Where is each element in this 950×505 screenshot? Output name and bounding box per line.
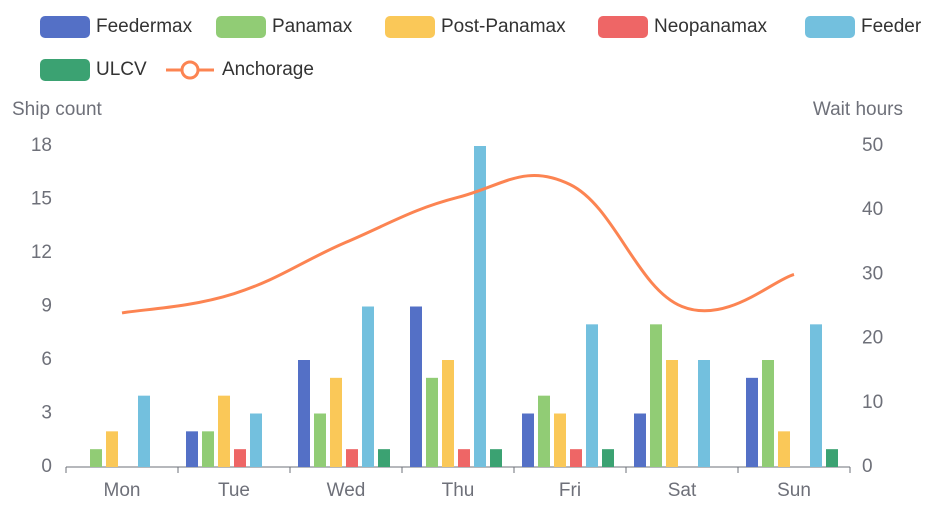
y2-tick-label: 40 xyxy=(862,199,883,220)
bar xyxy=(490,449,502,467)
bar xyxy=(762,360,774,467)
x-tick-label: Sun xyxy=(777,480,811,501)
bar xyxy=(522,413,534,467)
bar xyxy=(570,449,582,467)
bar xyxy=(410,306,422,467)
bar xyxy=(298,360,310,467)
bar xyxy=(538,395,550,467)
x-tick-label: Wed xyxy=(327,480,366,501)
x-tick-label: Mon xyxy=(104,480,141,501)
bar xyxy=(362,306,374,467)
x-tick-label: Fri xyxy=(559,480,581,501)
legend-label: Anchorage xyxy=(222,59,314,80)
bar xyxy=(746,377,758,467)
legend-label: Post-Panamax xyxy=(441,16,566,37)
bar xyxy=(458,449,470,467)
legend-swatch xyxy=(40,16,90,38)
y-axis-label: Ship count xyxy=(12,99,103,120)
x-tick-label: Thu xyxy=(442,480,475,501)
bar xyxy=(650,324,662,467)
y2-tick-label: 50 xyxy=(862,135,883,156)
bar xyxy=(698,360,710,467)
bar xyxy=(330,377,342,467)
y2-tick-label: 0 xyxy=(862,456,873,477)
bar xyxy=(778,431,790,467)
y-tick-label: 18 xyxy=(31,135,52,156)
bar xyxy=(586,324,598,467)
bar xyxy=(554,413,566,467)
y-tick-label: 0 xyxy=(41,456,52,477)
y-tick-label: 6 xyxy=(41,349,52,370)
y-tick-label: 3 xyxy=(41,403,52,424)
bar xyxy=(474,146,486,467)
bar xyxy=(202,431,214,467)
bar xyxy=(250,413,262,467)
legend-swatch xyxy=(598,16,648,38)
bar xyxy=(218,395,230,467)
line xyxy=(121,174,795,315)
x-tick-label: Tue xyxy=(218,480,250,501)
legend-label: ULCV xyxy=(96,59,147,80)
y2-tick-label: 20 xyxy=(862,328,883,349)
bar xyxy=(346,449,358,467)
bar xyxy=(666,360,678,467)
bar xyxy=(106,431,118,467)
bar xyxy=(138,395,150,467)
bar xyxy=(314,413,326,467)
y2-tick-label: 30 xyxy=(862,263,883,284)
y-tick-label: 9 xyxy=(41,296,52,317)
bar xyxy=(186,431,198,467)
bar xyxy=(90,449,102,467)
legend-swatch xyxy=(216,16,266,38)
bar xyxy=(826,449,838,467)
legend-marker xyxy=(180,60,200,80)
y2-axis-label: Wait hours xyxy=(813,99,903,120)
y2-tick-label: 10 xyxy=(862,392,883,413)
legend-swatch xyxy=(40,59,90,81)
y-tick-label: 15 xyxy=(31,189,52,210)
bar xyxy=(442,360,454,467)
bar xyxy=(602,449,614,467)
x-tick-label: Sat xyxy=(668,480,697,501)
legend-label: Panamax xyxy=(272,16,353,37)
legend-label: Neopanamax xyxy=(654,16,768,37)
legend-swatch xyxy=(805,16,855,38)
bar xyxy=(810,324,822,467)
y-tick-label: 12 xyxy=(31,242,52,263)
bar xyxy=(378,449,390,467)
legend-label: Feeder xyxy=(861,16,922,37)
bar xyxy=(234,449,246,467)
bar xyxy=(634,413,646,467)
legend-label: Feedermax xyxy=(96,16,193,37)
bar xyxy=(426,377,438,467)
legend-swatch xyxy=(385,16,435,38)
